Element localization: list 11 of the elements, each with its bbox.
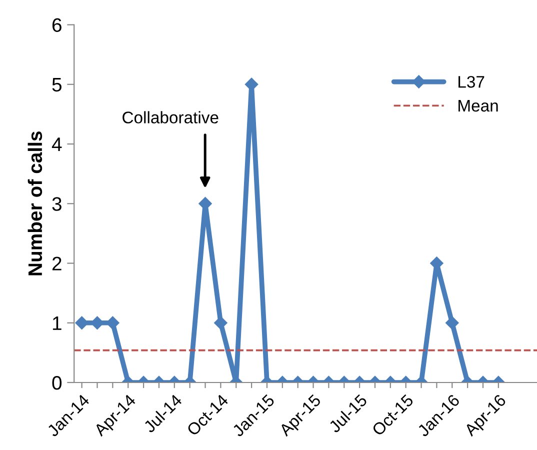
y-tick-label: 4 (52, 138, 62, 152)
y-axis-title: Number of calls (28, 131, 42, 276)
y-tick-label: 1 (52, 316, 62, 330)
y-tick-label: 2 (52, 256, 62, 270)
annotation: Collaborative (122, 111, 218, 124)
legend-label: L37 (458, 76, 484, 88)
y-tick-label: 3 (52, 197, 62, 211)
y-tick-label: 6 (52, 18, 62, 32)
legend-label: Mean (458, 100, 498, 112)
y-tick-label: 0 (52, 376, 62, 390)
y-tick-label: 5 (52, 78, 62, 92)
